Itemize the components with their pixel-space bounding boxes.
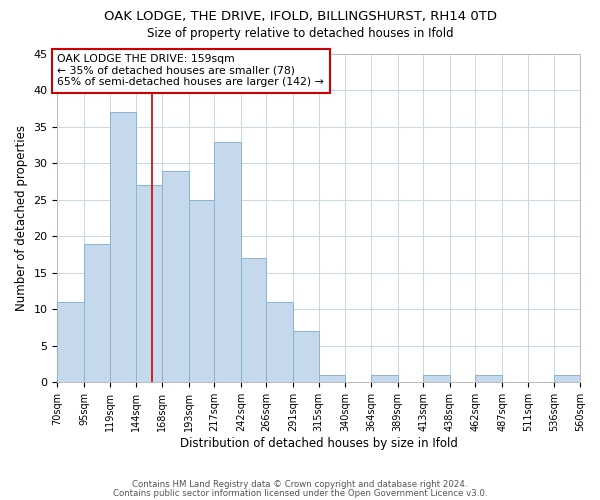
- Bar: [554, 375, 580, 382]
- Text: Contains public sector information licensed under the Open Government Licence v3: Contains public sector information licen…: [113, 488, 487, 498]
- Y-axis label: Number of detached properties: Number of detached properties: [15, 125, 28, 311]
- Bar: [293, 332, 319, 382]
- Bar: [84, 244, 110, 382]
- Bar: [266, 302, 293, 382]
- Bar: [241, 258, 266, 382]
- Bar: [371, 375, 398, 382]
- Bar: [110, 112, 136, 382]
- Text: Size of property relative to detached houses in Ifold: Size of property relative to detached ho…: [146, 28, 454, 40]
- Bar: [475, 375, 502, 382]
- Bar: [188, 200, 214, 382]
- Text: OAK LODGE THE DRIVE: 159sqm
← 35% of detached houses are smaller (78)
65% of sem: OAK LODGE THE DRIVE: 159sqm ← 35% of det…: [58, 54, 324, 87]
- Bar: [214, 142, 241, 382]
- Bar: [58, 302, 84, 382]
- Bar: [136, 186, 162, 382]
- Text: Contains HM Land Registry data © Crown copyright and database right 2024.: Contains HM Land Registry data © Crown c…: [132, 480, 468, 489]
- Bar: [319, 375, 346, 382]
- X-axis label: Distribution of detached houses by size in Ifold: Distribution of detached houses by size …: [180, 437, 458, 450]
- Bar: [423, 375, 450, 382]
- Bar: [162, 170, 188, 382]
- Text: OAK LODGE, THE DRIVE, IFOLD, BILLINGSHURST, RH14 0TD: OAK LODGE, THE DRIVE, IFOLD, BILLINGSHUR…: [104, 10, 497, 23]
